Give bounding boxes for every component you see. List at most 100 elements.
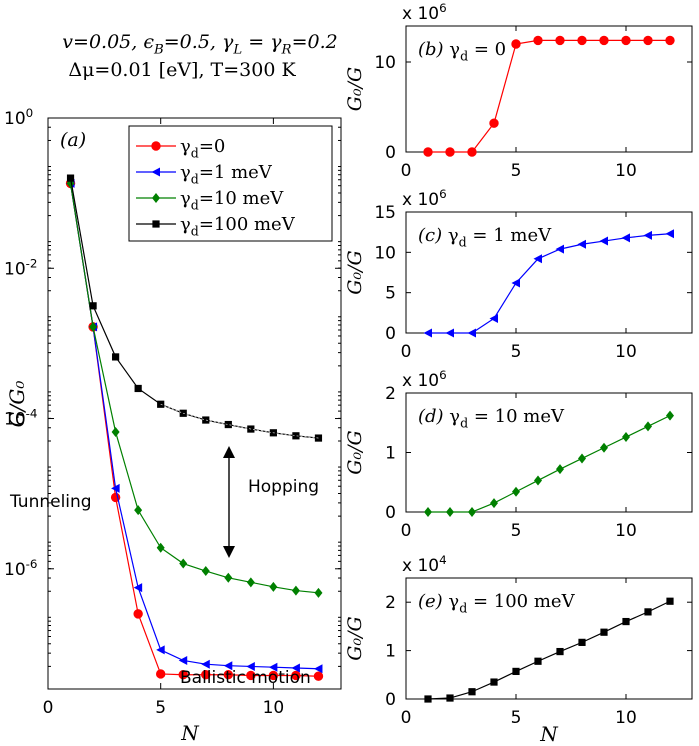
data-point-gd100 [446,694,454,702]
y-tick-label: 10 [374,53,396,73]
data-point-gd1 [533,254,542,264]
panel-c-multiplier: x 106​ [402,187,447,210]
data-point-gd1 [133,583,143,593]
x-tick-label: 0 [43,698,54,718]
panel-c: 0 5 10 0 5 10 15 x 106​ (c) γd​ = 1 meV G₀/G [344,187,693,362]
y-tick-label: 2 [385,384,396,404]
data-point-gd100 [134,384,142,393]
y-tick-label: 10-2​ [4,256,38,279]
data-point-gd1 [223,661,233,671]
data-point-gd0 [223,670,234,680]
data-point-gd10 [666,410,674,421]
data-point-gd10 [512,486,520,497]
data-point-gd1 [156,645,165,655]
data-point-gd100 [314,434,323,442]
x-tick-label: 5 [511,342,522,362]
x-tick-label: 0 [401,161,412,181]
data-point-gd100 [202,416,210,424]
series-highlight-gd100 [160,403,319,439]
data-point-gd1 [423,328,432,338]
data-point-gd100 [512,667,520,676]
panel-c-label: (c) γd​ = 1 meV [418,225,552,249]
data-point-gd10 [134,505,143,516]
data-point-gd0 [155,669,166,679]
x-tick-label: 5 [511,161,522,181]
data-point-gd10 [490,498,498,509]
figure-title-line-2: Δμ=0.01 [eV], T=300 K [68,59,296,81]
panel-a-series [65,174,324,681]
panel-e: 0 5 10 0 1 2 x 104​ (e) γd​ = 100 meV G₀/G N [344,553,693,746]
y-tick-label: 0 [385,503,396,523]
legend-marker-gd1 [151,167,160,177]
data-point-gd0 [577,35,587,46]
data-point-gd1 [621,233,630,243]
data-point-gd0 [268,670,279,681]
data-point-gd1 [489,313,498,323]
y-tick-label: 1 [385,642,396,662]
data-point-gd0 [291,670,301,681]
data-point-gd10 [201,566,210,577]
data-point-gd10 [644,421,652,432]
panel-e-xlabel: N [539,722,559,746]
data-point-gd10 [224,572,233,583]
data-point-gd10 [622,432,630,443]
panel-a-axes-box [47,117,342,690]
data-point-gd10 [534,475,542,486]
data-point-gd0 [313,671,324,681]
x-tick-label: 10 [263,698,285,718]
panel-e-multiplier: x 104​ [402,553,447,576]
legend-label-gd10: γd​=10 meV [180,188,284,212]
y-tick-label: 5 [385,284,396,304]
data-point-gd1 [246,661,255,671]
data-point-gd0 [489,118,499,128]
data-point-gd10 [246,577,255,588]
data-point-gd1 [291,663,300,673]
data-point-gd100 [666,597,674,605]
legend-label-gd100: γd​=100 meV [180,214,296,238]
y-tick-label: 0 [385,690,396,710]
x-tick-label: 0 [401,521,412,541]
panel-a-ticks: 0 5 10 100​ 10-2​ 10-4​ 10-6​ [4,106,341,718]
data-point-gd1 [643,230,652,240]
series-line-gd10 [69,183,319,594]
panel-c-ylabel: G₀/G [344,250,366,294]
y-tick-label: 15 [374,203,396,223]
y-tick-label: 10-4​ [4,407,38,430]
data-point-gd10 [468,507,476,517]
data-point-gd100 [534,657,542,665]
data-point-gd0 [511,39,521,49]
panel-d-multiplier: x 106​ [402,368,447,391]
figure-title-line-1: v=0.05, ϵB​=0.5, γL​ = γR​=0.2 [62,31,337,58]
data-point-gd0 [133,609,143,619]
data-point-gd0 [665,35,675,46]
legend-marker-gd100 [152,220,160,228]
x-tick-label: 0 [401,342,412,362]
data-point-gd1 [467,328,476,338]
panel-b-multiplier: x 106​ [402,1,447,24]
legend-box [128,125,333,242]
panel-d-ylabel: G₀/G [344,430,366,474]
y-tick-label: 1 [385,444,396,464]
data-point-gd1 [178,655,188,665]
x-tick-label: 10 [615,342,637,362]
data-point-gd0 [643,35,653,46]
panel-a-ylabel: G/G₀ [5,381,29,428]
panel-e-axes-box [405,577,693,700]
annotation-ballistic-motion: Ballistic motion [180,668,311,688]
data-point-gd0 [621,35,631,46]
data-point-gd0 [599,35,609,46]
legend-marker-gd0 [151,141,161,151]
panel-b-ylabel: G₀/G [344,67,366,111]
data-point-gd1 [268,662,278,672]
data-point-gd0 [178,670,188,680]
x-tick-label: 10 [615,708,637,728]
data-point-gd100 [622,617,630,626]
data-point-gd100 [157,400,165,408]
data-point-gd1 [313,664,323,674]
data-point-gd10 [314,587,323,598]
data-point-gd1 [511,278,520,288]
data-point-gd10 [600,442,608,453]
data-point-gd100 [292,432,300,440]
data-point-gd100 [490,678,498,686]
